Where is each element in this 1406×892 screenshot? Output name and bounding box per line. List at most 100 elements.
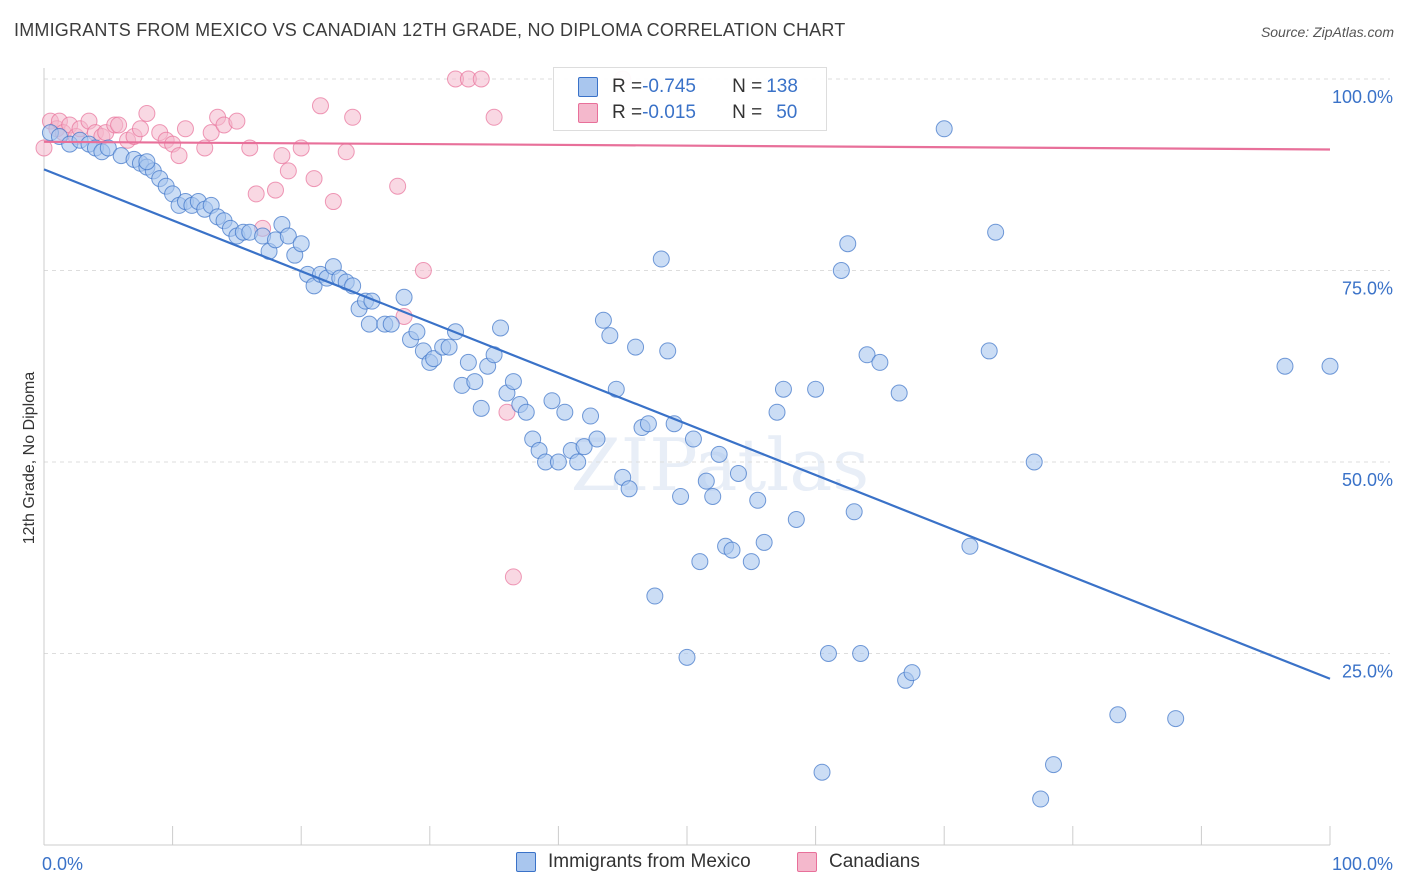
- canadians-point: [110, 116, 128, 134]
- mexico-point: [582, 407, 600, 425]
- mexico-point: [594, 311, 612, 329]
- mexico-point: [749, 491, 767, 509]
- mexico-point: [138, 153, 156, 171]
- mexico-point: [684, 430, 702, 448]
- mexico-trend-line: [43, 168, 1331, 680]
- mexico-point: [1167, 710, 1185, 728]
- canadians-point: [485, 108, 503, 126]
- mexico-point: [1276, 357, 1294, 375]
- mexico-point: [575, 438, 593, 456]
- mexico-point: [678, 648, 696, 666]
- mexico-point: [99, 139, 117, 157]
- mexico-point: [697, 472, 715, 490]
- canadians-point: [279, 162, 297, 180]
- mexico-point: [549, 453, 567, 471]
- mexico-point: [890, 384, 908, 402]
- mexico-point: [819, 645, 837, 662]
- mexico-point: [459, 353, 477, 371]
- mexico-point: [659, 342, 677, 360]
- canadians-point: [273, 147, 291, 165]
- canadians-point: [305, 170, 323, 188]
- y-tick-label: 100.0%: [1332, 87, 1393, 107]
- mexico-point: [987, 223, 1005, 241]
- canadians-point: [202, 124, 220, 142]
- mexico-point: [1321, 357, 1339, 375]
- mexico-point: [395, 288, 413, 306]
- canadians-point: [504, 568, 522, 586]
- mexico-point: [517, 403, 535, 421]
- canadians-point: [170, 147, 188, 165]
- mexico-point: [1032, 790, 1050, 808]
- mexico-point: [466, 373, 484, 391]
- mexico-point: [1045, 756, 1063, 774]
- mexico-point: [839, 235, 857, 253]
- legend-r-label: R =: [612, 76, 643, 97]
- canadians-point: [196, 139, 214, 157]
- canadians-point: [389, 177, 407, 195]
- mexico-point: [742, 553, 760, 571]
- mexico-point: [440, 338, 458, 356]
- canadians-point: [131, 120, 149, 138]
- mexico-point: [382, 315, 400, 333]
- y-tick-label: 50.0%: [1342, 470, 1393, 490]
- axes: [43, 68, 1331, 846]
- mexico-point: [425, 350, 443, 368]
- legend-n-value: 50: [776, 102, 798, 123]
- mexico-point: [588, 430, 606, 448]
- mexico-point: [672, 487, 690, 505]
- legend-n-label: N =: [732, 76, 763, 97]
- canadians-point: [344, 108, 362, 126]
- canadians-trend-line: [43, 140, 1331, 151]
- y-tick-label: 75.0%: [1342, 279, 1393, 299]
- legend-n-value: 138: [766, 76, 798, 97]
- mexico-point: [845, 503, 863, 521]
- mexico-point: [858, 346, 876, 364]
- mexico-point: [601, 327, 619, 345]
- mexico-point: [832, 262, 850, 279]
- canadians-point: [247, 185, 265, 203]
- chart-title: IMMIGRANTS FROM MEXICO VS CANADIAN 12TH …: [14, 20, 846, 40]
- mexico-point: [1109, 706, 1127, 724]
- mexico-point: [646, 587, 664, 605]
- mexico-point: [472, 399, 490, 417]
- mexico-point: [504, 373, 522, 391]
- mexico-point: [492, 319, 510, 337]
- mexico-point: [279, 227, 297, 245]
- mexico-point: [961, 537, 979, 555]
- legend-r-value: -0.745: [642, 76, 696, 97]
- mexico-point: [408, 323, 426, 341]
- canadians-point: [35, 139, 53, 157]
- legend-r-value: -0.015: [642, 102, 696, 123]
- canadians-point: [266, 181, 284, 199]
- legend-swatch-pink: [578, 103, 598, 123]
- bottom-legend-swatch-pink: [797, 852, 817, 872]
- mexico-point: [627, 338, 645, 356]
- y-tick-label: 25.0%: [1342, 662, 1393, 682]
- canadians-point: [337, 143, 355, 161]
- mexico-point: [787, 510, 805, 528]
- mexico-point: [871, 353, 889, 371]
- canadians-point: [138, 104, 156, 122]
- mexico-point: [652, 250, 670, 268]
- mexico-point: [935, 120, 953, 138]
- mexico-point: [710, 445, 728, 463]
- mexico-point: [360, 315, 378, 333]
- bottom-legend-canadians: Canadians: [797, 851, 920, 873]
- mexico-point: [980, 342, 998, 360]
- mexico-point: [813, 763, 831, 781]
- legend-r-label: R =: [612, 102, 643, 123]
- mexico-point: [774, 380, 792, 398]
- mexico-point: [620, 480, 638, 498]
- mexico-point: [691, 553, 709, 571]
- legend-row-canadians: R = -0.015 N = 50: [578, 100, 797, 126]
- bottom-legend-swatch-blue: [516, 852, 536, 872]
- x-tick-label: 100.0%: [1332, 854, 1393, 874]
- mexico-point: [292, 235, 310, 253]
- canadians-point: [228, 112, 246, 130]
- mexico-point: [543, 392, 561, 410]
- canadians-point: [176, 120, 194, 138]
- canadians-point: [311, 97, 329, 115]
- mexico-point: [569, 453, 587, 471]
- mexico-point: [807, 380, 825, 398]
- canadians-point: [414, 262, 432, 279]
